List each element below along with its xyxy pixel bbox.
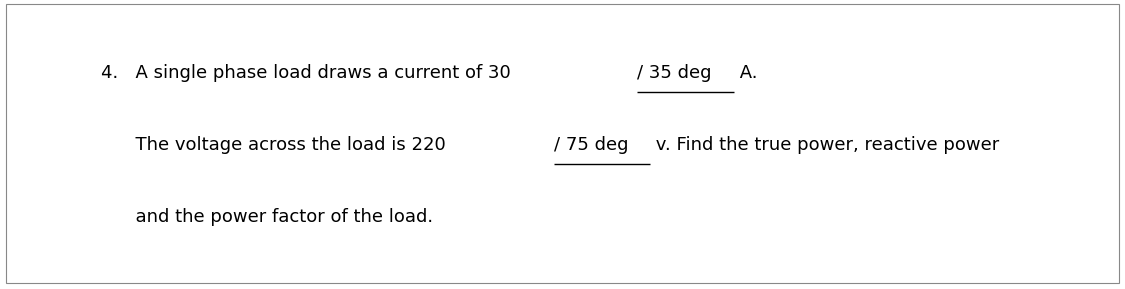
Text: v. Find the true power, reactive power: v. Find the true power, reactive power xyxy=(649,136,999,154)
Text: A.: A. xyxy=(734,64,757,81)
Text: / 35 deg: / 35 deg xyxy=(638,64,712,81)
Text: and the power factor of the load.: and the power factor of the load. xyxy=(101,208,433,226)
Text: 4.   A single phase load draws a current of 30: 4. A single phase load draws a current o… xyxy=(101,64,516,81)
Text: / 75 deg: / 75 deg xyxy=(554,136,628,154)
Text: The voltage across the load is 220: The voltage across the load is 220 xyxy=(101,136,452,154)
